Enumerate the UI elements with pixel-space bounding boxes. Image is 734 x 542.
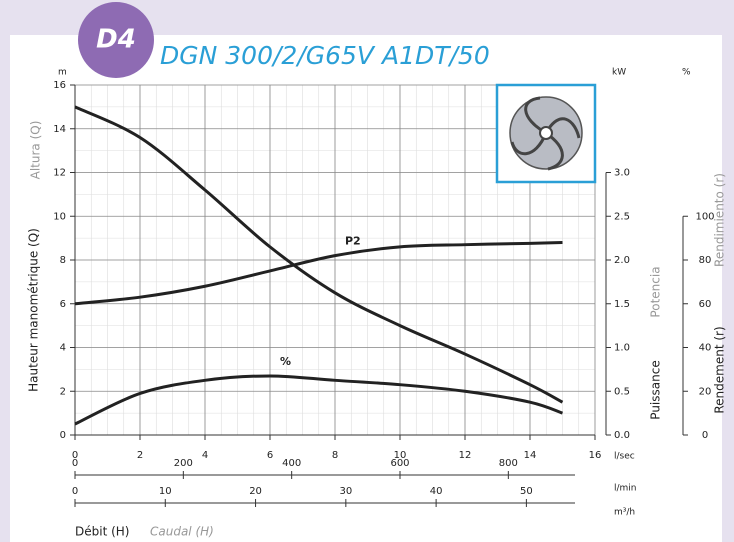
curve — [74, 105, 564, 404]
y-unit: m — [58, 68, 67, 78]
x-tick-label: 4 — [202, 450, 208, 461]
y3-unit: % — [682, 68, 691, 78]
y-tick-label: 10 — [53, 211, 66, 222]
x-tick-label: 0 — [72, 450, 78, 461]
x-tick-label: 600 — [390, 458, 409, 469]
x3-unit: m³/h — [614, 508, 635, 518]
y-tick-label: 100 — [695, 211, 714, 222]
x-label: Débit (H) — [75, 525, 129, 539]
y-tick-label: 12 — [53, 168, 66, 179]
y3-label: Rendimiento (r) — [713, 173, 727, 267]
y-tick-label: 1.0 — [614, 343, 630, 354]
x-tick-label: 20 — [249, 486, 262, 497]
x-tick-label: 200 — [174, 458, 193, 469]
y-tick-label: 2.5 — [614, 211, 630, 222]
x-tick-label: 12 — [459, 450, 472, 461]
x-tick-label: 400 — [282, 458, 301, 469]
y2-label: Potencia — [649, 266, 663, 317]
y-tick-label: 14 — [53, 124, 66, 135]
y-tick-label: 2 — [60, 386, 66, 397]
x-label: Caudal (H) — [150, 525, 214, 539]
x-tick-label: 2 — [137, 450, 143, 461]
chart-title: DGN 300/2/G65V A1DT/50 — [160, 41, 490, 70]
badge-circle — [78, 2, 154, 78]
y-label: Hauteur manométrique (Q) — [27, 228, 41, 392]
y2-unit: kW — [612, 68, 626, 78]
x-tick-label: 16 — [589, 450, 602, 461]
y-tick-label: 3.0 — [614, 168, 630, 179]
x-tick-label: 8 — [332, 450, 338, 461]
y-tick-label: 0.0 — [614, 430, 630, 441]
x-tick-label: 0 — [72, 486, 78, 497]
y3-label: Rendement (r) — [713, 326, 727, 413]
x-tick-label: 800 — [499, 458, 518, 469]
curve-label: % — [280, 355, 291, 368]
x-tick-label: 6 — [267, 450, 273, 461]
x-unit: l/sec — [614, 452, 635, 462]
y-tick-label: 0 — [702, 430, 708, 441]
panel — [10, 35, 722, 542]
y-tick-label: 1.5 — [614, 299, 630, 310]
y-label: Altura (Q) — [29, 121, 43, 180]
impeller-icon — [495, 83, 597, 184]
y-tick-label: 8 — [60, 255, 66, 266]
y-tick-label: 20 — [699, 386, 712, 397]
curve-label: P2 — [345, 235, 361, 248]
y-tick-label: 2.0 — [614, 255, 630, 266]
x-tick-label: 40 — [430, 486, 443, 497]
y-tick-label: 0 — [60, 430, 66, 441]
y-tick-label: 40 — [699, 343, 712, 354]
x-tick-label: 50 — [520, 486, 533, 497]
x-tick-label: 10 — [394, 450, 407, 461]
x-tick-label: 10 — [159, 486, 172, 497]
curve — [74, 374, 564, 426]
y2-label: Puissance — [649, 360, 663, 419]
y-tick-label: 60 — [699, 299, 712, 310]
x-tick-label: 14 — [524, 450, 537, 461]
curve — [74, 241, 563, 306]
y-tick-label: 6 — [60, 299, 66, 310]
y-tick-label: 4 — [60, 343, 66, 354]
x-tick-label: 0 — [72, 458, 78, 469]
y-tick-label: 80 — [699, 255, 712, 266]
badge: D4 — [96, 25, 136, 55]
y-tick-label: 0.5 — [614, 386, 630, 397]
x2-unit: l/min — [614, 484, 637, 494]
x-tick-label: 30 — [339, 486, 352, 497]
y-tick-label: 16 — [53, 80, 66, 91]
